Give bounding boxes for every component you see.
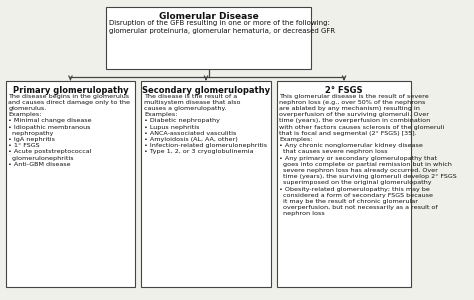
FancyBboxPatch shape bbox=[277, 81, 411, 287]
Text: The disease is the result of a
multisystem disease that also
causes a glomerulop: The disease is the result of a multisyst… bbox=[144, 94, 267, 154]
Text: Glomerular Disease: Glomerular Disease bbox=[159, 12, 258, 21]
FancyBboxPatch shape bbox=[141, 81, 271, 287]
Text: 2° FSGS: 2° FSGS bbox=[325, 85, 363, 94]
Text: This glomerular disease is the result of severe
nephron loss (e.g., over 50% of : This glomerular disease is the result of… bbox=[279, 94, 457, 216]
Text: The disease begins in the glomerulus
and causes direct damage only to the
glomer: The disease begins in the glomerulus and… bbox=[9, 94, 130, 167]
Text: Primary glomerulopathy: Primary glomerulopathy bbox=[13, 85, 128, 94]
FancyBboxPatch shape bbox=[106, 7, 311, 69]
Text: Secondary glomerulopathy: Secondary glomerulopathy bbox=[142, 85, 270, 94]
Text: Disruption of the GFB resulting in one or more of the following:
glomerular prot: Disruption of the GFB resulting in one o… bbox=[109, 20, 335, 34]
FancyBboxPatch shape bbox=[6, 81, 135, 287]
